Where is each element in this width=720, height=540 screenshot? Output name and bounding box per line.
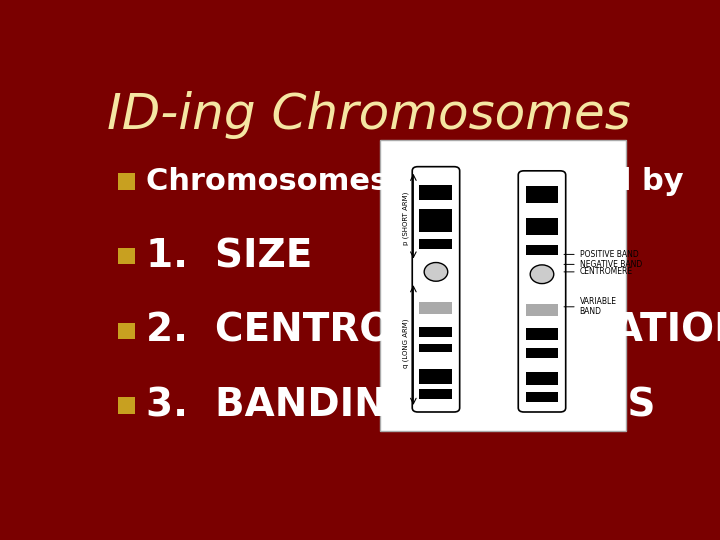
Bar: [526, 373, 559, 384]
Bar: [526, 218, 559, 235]
Bar: [420, 389, 452, 399]
Ellipse shape: [530, 265, 554, 284]
Text: NEGATIVE BAND: NEGATIVE BAND: [564, 260, 642, 269]
FancyBboxPatch shape: [413, 167, 459, 412]
Text: 3.  BANDING PATTERNS: 3. BANDING PATTERNS: [145, 387, 655, 425]
Bar: [420, 344, 452, 352]
Text: p (SHORT ARM): p (SHORT ARM): [402, 192, 409, 245]
Bar: [420, 327, 452, 337]
FancyBboxPatch shape: [118, 173, 135, 190]
Bar: [526, 245, 559, 255]
FancyBboxPatch shape: [118, 248, 135, 265]
Bar: [420, 239, 452, 249]
FancyBboxPatch shape: [118, 397, 135, 414]
Text: VARIABLE
BAND: VARIABLE BAND: [564, 297, 616, 316]
Text: CENTROMERE: CENTROMERE: [564, 267, 633, 276]
Text: q (LONG ARM): q (LONG ARM): [402, 318, 409, 368]
Bar: [420, 302, 452, 314]
Text: ID-ing Chromosomes: ID-ing Chromosomes: [107, 91, 631, 139]
Ellipse shape: [424, 262, 448, 281]
Text: 1.  SIZE: 1. SIZE: [145, 237, 312, 275]
Bar: [420, 210, 452, 232]
Bar: [526, 186, 559, 203]
Text: 2.  CENTROMERE LOCATION: 2. CENTROMERE LOCATION: [145, 312, 720, 350]
Bar: [526, 348, 559, 357]
Text: Chromosomes are identified by: Chromosomes are identified by: [145, 167, 683, 195]
Bar: [526, 303, 559, 316]
FancyBboxPatch shape: [518, 171, 566, 412]
Text: POSITIVE BAND: POSITIVE BAND: [564, 250, 639, 259]
Bar: [526, 328, 559, 341]
FancyBboxPatch shape: [118, 322, 135, 339]
FancyBboxPatch shape: [380, 140, 626, 431]
Bar: [526, 392, 559, 402]
Bar: [420, 369, 452, 384]
Bar: [420, 185, 452, 199]
